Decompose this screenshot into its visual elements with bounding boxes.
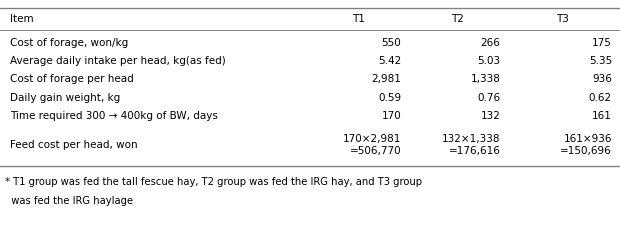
Text: 170: 170 <box>381 111 401 121</box>
Text: 550: 550 <box>381 38 401 48</box>
Text: 5.42: 5.42 <box>378 56 401 66</box>
Text: 161×936
=150,696: 161×936 =150,696 <box>560 134 612 156</box>
Text: 1,338: 1,338 <box>471 74 500 84</box>
Text: Time required 300 → 400kg of BW, days: Time required 300 → 400kg of BW, days <box>10 111 218 121</box>
Text: 0.59: 0.59 <box>378 93 401 103</box>
Text: Item: Item <box>10 14 33 24</box>
Text: T1: T1 <box>352 14 365 24</box>
Text: 170×2,981
=506,770: 170×2,981 =506,770 <box>343 134 401 156</box>
Text: Daily gain weight, kg: Daily gain weight, kg <box>10 93 120 103</box>
Text: Average daily intake per head, kg(as fed): Average daily intake per head, kg(as fed… <box>10 56 226 66</box>
Text: Cost of forage per head: Cost of forage per head <box>10 74 134 84</box>
Text: 2,981: 2,981 <box>371 74 401 84</box>
Text: 936: 936 <box>592 74 612 84</box>
Text: 132: 132 <box>480 111 500 121</box>
Text: Cost of forage, won/kg: Cost of forage, won/kg <box>10 38 128 48</box>
Text: T3: T3 <box>556 14 569 24</box>
Text: 0.62: 0.62 <box>589 93 612 103</box>
Text: 5.35: 5.35 <box>588 56 612 66</box>
Text: T2: T2 <box>451 14 464 24</box>
Text: 0.76: 0.76 <box>477 93 500 103</box>
Text: 161: 161 <box>592 111 612 121</box>
Text: was fed the IRG haylage: was fed the IRG haylage <box>5 196 133 206</box>
Text: 266: 266 <box>480 38 500 48</box>
Text: Feed cost per head, won: Feed cost per head, won <box>10 140 138 150</box>
Text: * T1 group was fed the tall fescue hay, T2 group was fed the IRG hay, and T3 gro: * T1 group was fed the tall fescue hay, … <box>5 177 422 187</box>
Text: 5.03: 5.03 <box>477 56 500 66</box>
Text: 175: 175 <box>592 38 612 48</box>
Text: 132×1,338
=176,616: 132×1,338 =176,616 <box>442 134 500 156</box>
